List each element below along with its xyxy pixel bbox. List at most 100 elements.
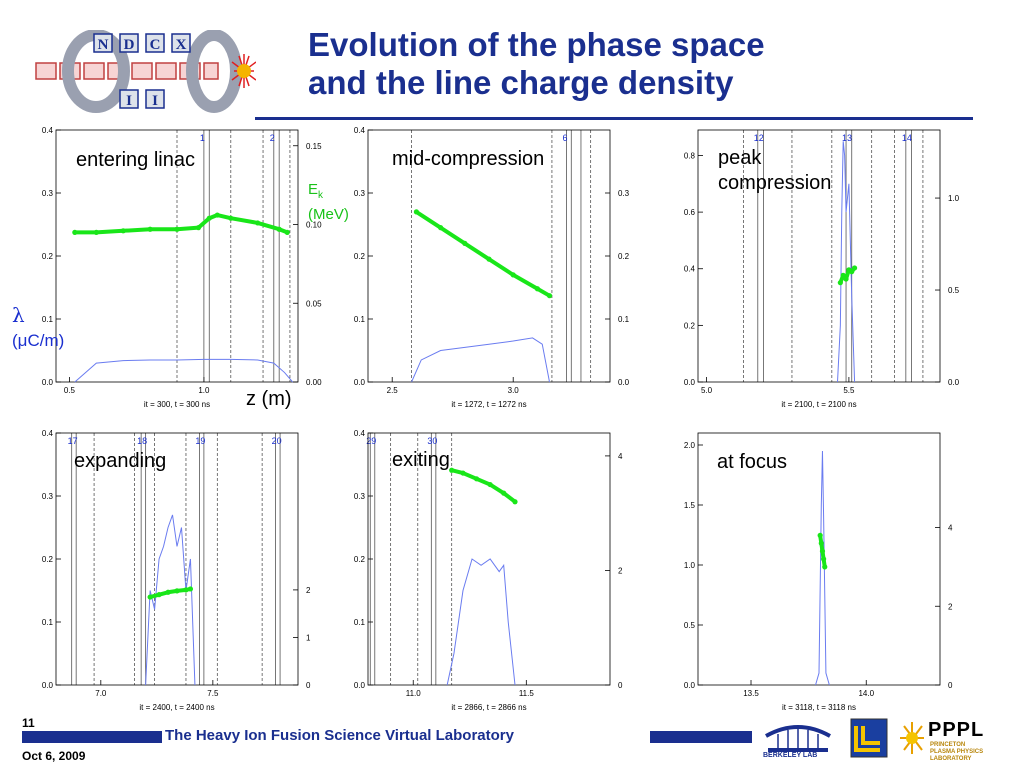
phase-space-point: [501, 490, 507, 496]
ndcx-logo: N D C X I I: [35, 30, 256, 113]
phase-space-point: [460, 470, 466, 476]
pppl-name: PPPL: [928, 719, 985, 741]
gap-label: 6: [562, 133, 567, 143]
x-tick-label: 5.5: [843, 386, 855, 395]
phase-space-series: [72, 213, 290, 235]
y2-tick-label: 0.0: [948, 378, 960, 387]
x-tick-label: 11.0: [406, 689, 422, 698]
gap-label: 20: [272, 436, 282, 446]
y-tick-label: 0.8: [684, 151, 696, 160]
y2-tick-label: 0.15: [306, 142, 322, 151]
y-tick-label: 0.4: [354, 126, 366, 135]
gap-label: 18: [137, 436, 147, 446]
plot-mid-compression: 6 0.0 0.1 0.2 0.3 0.4 0.0 0.1 0.2 0.3 2.5 3.0 it = 1…: [340, 120, 640, 415]
phase-space-point: [156, 592, 162, 598]
annotation-entering-linac: entering linac: [76, 149, 195, 171]
phase-space-point: [165, 589, 171, 595]
x-tick-label: 5.0: [701, 386, 713, 395]
logo-letter: X: [176, 37, 187, 53]
gap-label: 30: [427, 436, 437, 446]
logo-letter: N: [98, 37, 109, 53]
phase-space-point: [438, 225, 444, 231]
z-axis-label: z (m): [246, 388, 292, 410]
phase-space-point: [840, 272, 846, 278]
phase-space-point: [849, 269, 855, 275]
y-tick-label: 0.3: [42, 189, 54, 198]
y2-tick-label: 1: [306, 633, 311, 642]
phase-space-point: [147, 594, 153, 600]
x-tick-label: 11.5: [519, 689, 535, 698]
pppl-subtitle: PRINCETON PLASMA PHYSICS LABORATORY: [930, 742, 984, 762]
x-tick-label: 14.0: [858, 689, 874, 698]
y2-tick-label: 0.1: [618, 315, 630, 324]
phase-space-point: [512, 499, 518, 505]
phase-space-chart: 6 0.0 0.1 0.2 0.3 0.4 0.0 0.1 0.2 0.3 2.5 3.0 it = 1…: [354, 126, 630, 409]
annotation-peak-compression: peak compression: [718, 147, 832, 194]
phase-space-point: [206, 215, 212, 221]
gap-label: 12: [754, 133, 764, 143]
y2-tick-label: 0.0: [618, 378, 630, 387]
y-tick-label: 0.5: [684, 621, 696, 630]
phase-space-point: [837, 280, 843, 286]
y-tick-label: 1.5: [684, 501, 696, 510]
gap-label: 19: [195, 436, 205, 446]
plot-at-focus: 0.0 0.5 1.0 1.5 2.0 0 2 4 13.5 14.0 it = 3118, t =…: [670, 423, 970, 718]
phase-space-point: [510, 272, 516, 278]
timestep-footer: it = 2400, t = 2400 ns: [139, 703, 214, 712]
phase-space-point: [187, 586, 194, 592]
y2-tick-label: 0.10: [306, 221, 322, 230]
plot-entering-linac: 1 2 0.0 0.1 0.2 0.3 0.4 0.00 0.05 0.10 0.15 0.5 1.0 i…: [28, 120, 328, 415]
y2-tick-label: 1.0: [948, 194, 960, 203]
y-tick-label: 0.3: [354, 492, 366, 501]
y-tick-label: 0.3: [42, 492, 54, 501]
y-tick-label: 0.1: [42, 618, 54, 627]
plot-expanding: 17 18 19 20 0.0 0.1 0.2 0.3 0.4 0 1 2 7.0 7.5 it = 240…: [28, 423, 328, 718]
phase-space-point: [72, 229, 78, 235]
y-tick-label: 0.0: [684, 378, 696, 387]
y-tick-label: 0.0: [684, 681, 696, 690]
logo-letter: C: [150, 37, 161, 53]
y-tick-label: 0.2: [684, 321, 696, 330]
phase-space-point: [817, 532, 823, 538]
line-charge-density-series: [74, 358, 294, 383]
logo-letter: I: [126, 93, 132, 109]
plot-peak-compression: 12 13 14 0.0 0.2 0.4 0.6 0.8 0.0 0.5 1.0 5.0 5.5 it =…: [670, 120, 970, 415]
phase-space-point: [413, 209, 419, 215]
x-tick-label: 0.5: [64, 386, 76, 395]
phase-space-chart: 1 2 0.0 0.1 0.2 0.3 0.4 0.00 0.05 0.10 0.15 0.5 1.0 i…: [42, 126, 322, 409]
y-tick-label: 0.2: [42, 252, 54, 261]
line-charge-density-series: [411, 337, 550, 383]
y2-tick-label: 0.05: [306, 299, 322, 308]
y-tick-label: 0.1: [354, 315, 366, 324]
x-tick-label: 7.5: [207, 689, 219, 698]
y-tick-label: 0.0: [42, 681, 54, 690]
line-charge-density-series: [145, 514, 196, 686]
phase-space-point: [462, 240, 468, 246]
y-tick-label: 0.4: [354, 429, 366, 438]
logo-letter: I: [152, 93, 158, 109]
timestep-footer: it = 2100, t = 2100 ns: [781, 400, 856, 409]
y-tick-label: 0.1: [42, 315, 54, 324]
slide-number: 11: [22, 716, 35, 730]
phase-space-series: [414, 209, 552, 298]
y2-tick-label: 0.00: [306, 378, 322, 387]
y-tick-label: 0.2: [354, 555, 366, 564]
phase-space-point: [183, 587, 189, 593]
lambda-units: (μC/m): [12, 331, 65, 350]
plot-exiting: 29 30 0.0 0.1 0.2 0.3 0.4 0 2 4 11.0 11.5 it = 2866,…: [340, 423, 640, 718]
y-tick-label: 0.0: [42, 378, 54, 387]
phase-space-point: [93, 229, 99, 235]
y2-tick-label: 2: [618, 566, 623, 575]
annotation-exiting: exiting: [392, 449, 450, 471]
footer-lab-name: The Heavy Ion Fusion Science Virtual Lab…: [165, 727, 514, 744]
phase-space-chart: 0.0 0.5 1.0 1.5 2.0 0 2 4 13.5 14.0it = 3118, t =…: [684, 432, 953, 712]
y2-tick-label: 0.2: [618, 252, 630, 261]
x-tick-label: 13.5: [743, 689, 759, 698]
ek-subscript: k: [318, 190, 324, 201]
phase-space-chart: 29 30 0.0 0.1 0.2 0.3 0.4 0 2 4 11.0 11.5 it = 2866,…: [354, 429, 623, 712]
y-tick-label: 0.4: [42, 429, 54, 438]
annotation-at-focus: at focus: [717, 451, 788, 473]
line-charge-density-series: [815, 450, 830, 686]
y-tick-label: 1.0: [684, 561, 696, 570]
ek-axis-label: Ek (MeV): [308, 180, 349, 224]
